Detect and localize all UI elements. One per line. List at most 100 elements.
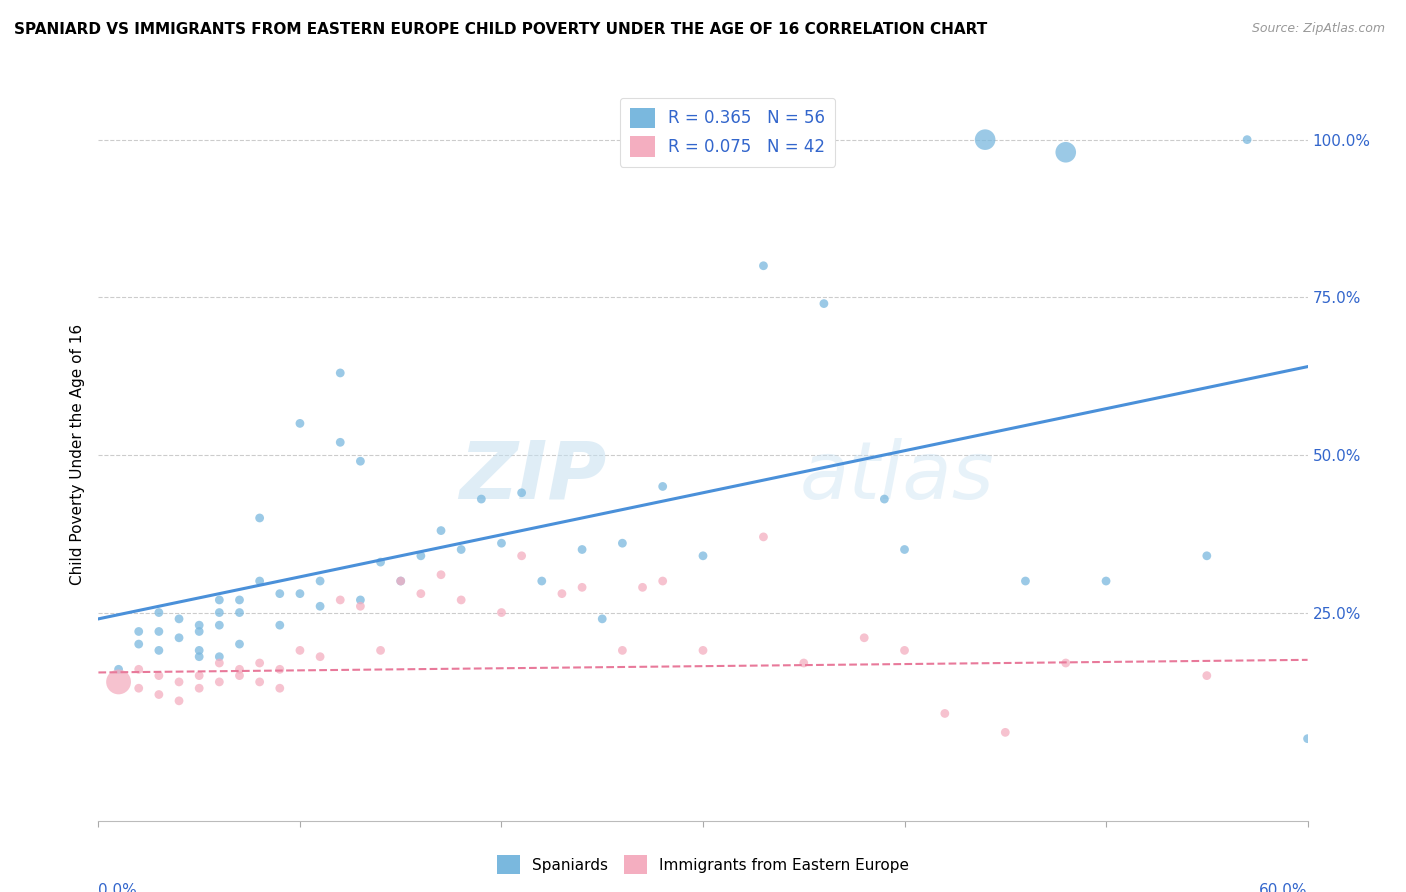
Point	[893, 542, 915, 557]
Point	[1054, 656, 1077, 670]
Point	[430, 524, 453, 538]
Point	[107, 662, 129, 676]
Point	[631, 580, 654, 594]
Point	[167, 694, 190, 708]
Point	[228, 637, 250, 651]
Point	[309, 599, 332, 614]
Point	[430, 567, 453, 582]
Point	[752, 259, 775, 273]
Point	[128, 637, 150, 651]
Point	[692, 643, 714, 657]
Point	[1195, 549, 1218, 563]
Point	[692, 549, 714, 563]
Point	[208, 656, 231, 670]
Point	[128, 624, 150, 639]
Point	[208, 618, 231, 632]
Point	[813, 296, 835, 310]
Point	[208, 606, 231, 620]
Point	[269, 587, 291, 601]
Text: 0.0%: 0.0%	[98, 883, 138, 892]
Point	[651, 479, 673, 493]
Point	[167, 674, 190, 689]
Point	[249, 674, 271, 689]
Point	[651, 574, 673, 588]
Point	[208, 593, 231, 607]
Point	[591, 612, 613, 626]
Point	[269, 618, 291, 632]
Point	[188, 681, 211, 696]
Point	[249, 511, 271, 525]
Point	[994, 725, 1017, 739]
Point	[612, 643, 634, 657]
Point	[148, 688, 170, 702]
Point	[934, 706, 956, 721]
Point	[470, 491, 492, 506]
Point	[288, 417, 311, 431]
Point	[370, 643, 392, 657]
Legend: Spaniards, Immigrants from Eastern Europe: Spaniards, Immigrants from Eastern Europ…	[491, 849, 915, 880]
Text: atlas: atlas	[800, 438, 994, 516]
Point	[409, 587, 432, 601]
Point	[571, 542, 593, 557]
Point	[450, 593, 472, 607]
Point	[329, 593, 352, 607]
Point	[491, 606, 513, 620]
Point	[309, 649, 332, 664]
Point	[510, 485, 533, 500]
Text: 60.0%: 60.0%	[1260, 883, 1308, 892]
Point	[612, 536, 634, 550]
Point	[1054, 145, 1077, 160]
Point	[873, 491, 896, 506]
Point	[1014, 574, 1036, 588]
Point	[128, 681, 150, 696]
Point	[1095, 574, 1118, 588]
Point	[167, 631, 190, 645]
Point	[1195, 668, 1218, 682]
Point	[329, 366, 352, 380]
Point	[228, 662, 250, 676]
Text: Source: ZipAtlas.com: Source: ZipAtlas.com	[1251, 22, 1385, 36]
Point	[228, 606, 250, 620]
Point	[269, 681, 291, 696]
Point	[370, 555, 392, 569]
Point	[752, 530, 775, 544]
Y-axis label: Child Poverty Under the Age of 16: Child Poverty Under the Age of 16	[69, 325, 84, 585]
Point	[288, 587, 311, 601]
Point	[288, 643, 311, 657]
Point	[329, 435, 352, 450]
Text: ZIP: ZIP	[458, 438, 606, 516]
Point	[128, 662, 150, 676]
Point	[853, 631, 876, 645]
Point	[571, 580, 593, 594]
Point	[107, 674, 129, 689]
Point	[188, 643, 211, 657]
Legend: R = 0.365   N = 56, R = 0.075   N = 42: R = 0.365 N = 56, R = 0.075 N = 42	[620, 97, 835, 167]
Point	[530, 574, 553, 588]
Point	[167, 612, 190, 626]
Point	[1296, 731, 1319, 746]
Point	[409, 549, 432, 563]
Point	[228, 593, 250, 607]
Point	[389, 574, 412, 588]
Point	[188, 618, 211, 632]
Point	[349, 593, 371, 607]
Point	[450, 542, 472, 557]
Point	[249, 656, 271, 670]
Point	[148, 668, 170, 682]
Point	[893, 643, 915, 657]
Point	[974, 133, 997, 147]
Point	[389, 574, 412, 588]
Point	[249, 574, 271, 588]
Point	[208, 674, 231, 689]
Point	[510, 549, 533, 563]
Point	[148, 643, 170, 657]
Point	[309, 574, 332, 588]
Point	[491, 536, 513, 550]
Point	[148, 606, 170, 620]
Point	[349, 454, 371, 468]
Point	[793, 656, 815, 670]
Point	[551, 587, 574, 601]
Text: SPANIARD VS IMMIGRANTS FROM EASTERN EUROPE CHILD POVERTY UNDER THE AGE OF 16 COR: SPANIARD VS IMMIGRANTS FROM EASTERN EURO…	[14, 22, 987, 37]
Point	[188, 668, 211, 682]
Point	[188, 649, 211, 664]
